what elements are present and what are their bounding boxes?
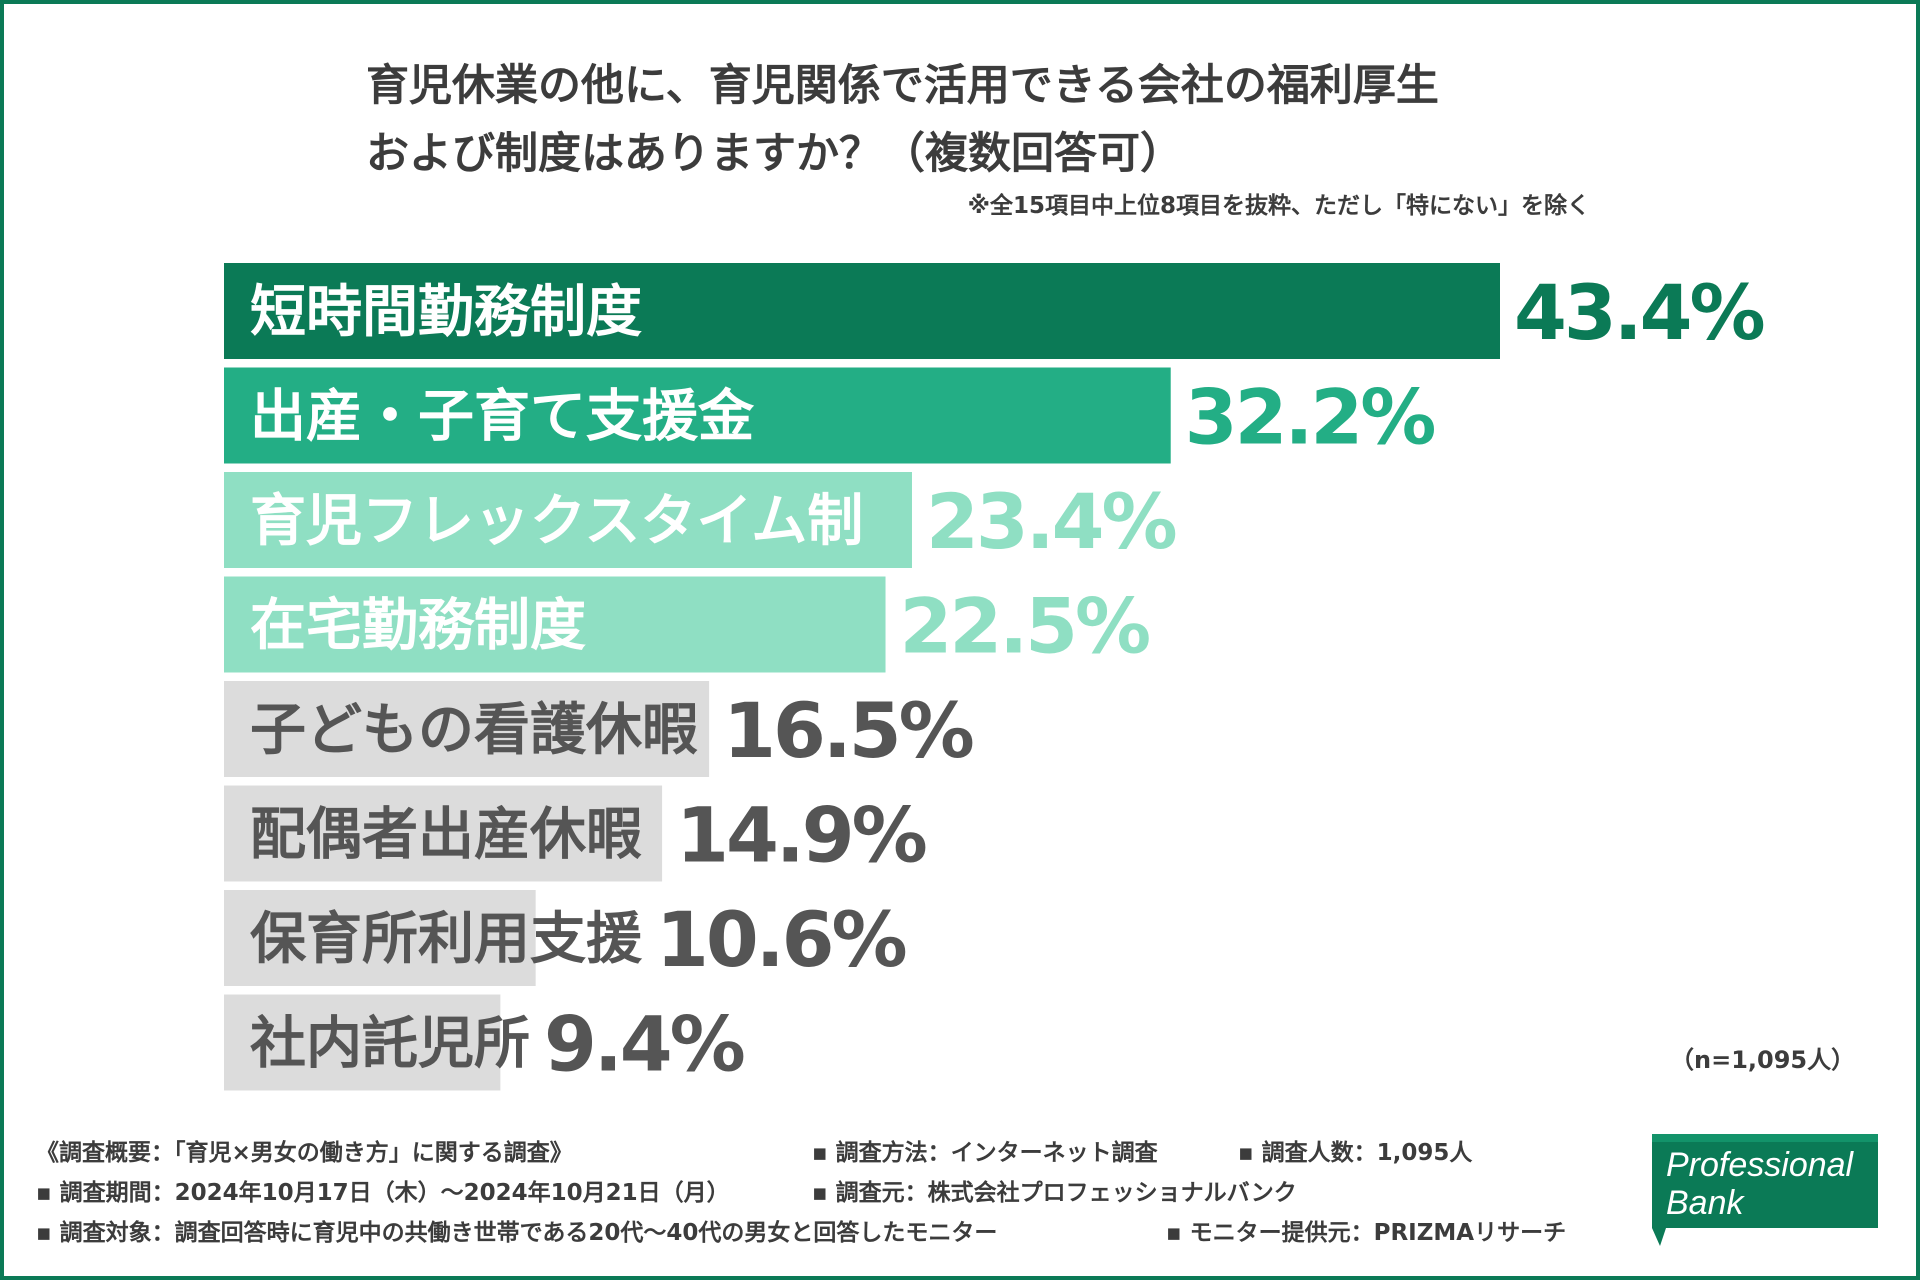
logo-badge-highlight <box>1652 1134 1878 1142</box>
logo-text-line2: Bank <box>1666 1184 1745 1222</box>
footer-period: ▪ 調査期間：2024年10月17日（木）～2024年10月21日（月） <box>36 1180 730 1206</box>
value-label-8: 9.4% <box>544 1000 744 1089</box>
footer-method: ▪ 調査方法：インターネット調査 <box>812 1140 1158 1166</box>
category-label-8: 社内託児所 <box>250 1012 530 1077</box>
footer-count: ▪ 調査人数：1,095人 <box>1238 1140 1473 1166</box>
value-label-3: 23.4% <box>926 477 1176 566</box>
category-label-6: 配偶者出産休暇 <box>250 803 642 868</box>
footer-overview: 《調査概要：「育児×男女の働き方」に関する調査》 <box>36 1140 573 1166</box>
professional-bank-logo: Professional Bank <box>1652 1134 1878 1246</box>
logo-text-line1: Professional <box>1666 1146 1855 1184</box>
bar-7 <box>224 890 536 986</box>
bar-3 <box>224 472 912 568</box>
value-label-5: 16.5% <box>723 686 973 775</box>
bar-6 <box>224 785 663 882</box>
title-line-1: 育児休業の他に、育児関係で活用できる会社の福利厚生 <box>366 61 1439 111</box>
category-label-5: 子どもの看護休暇 <box>250 698 698 763</box>
chart-title: 育児休業の他に、育児関係で活用できる会社の福利厚生 および制度はありますか？（複… <box>366 52 1666 188</box>
bar-2 <box>224 367 1171 464</box>
category-label-1: 短時間勤務制度 <box>250 280 642 345</box>
bar-5 <box>224 681 710 777</box>
category-label-3: 育児フレックスタイム制 <box>250 489 863 554</box>
title-line-2: および制度はありますか？（複数回答可） <box>366 129 1183 179</box>
logo-badge <box>1652 1134 1878 1246</box>
category-label-4: 在宅勤務制度 <box>250 594 586 659</box>
value-label-6: 14.9% <box>676 791 926 880</box>
category-label-7: 保育所利用支援 <box>250 907 643 972</box>
value-label-1: 43.4% <box>1514 268 1764 357</box>
value-label-4: 22.5% <box>900 582 1150 671</box>
category-label-2: 出産・子育て支援金 <box>250 385 755 450</box>
sample-size-label: （n=1,095人） <box>1670 1046 1856 1074</box>
bar-4 <box>224 576 886 673</box>
chart-note: ※全15項目中上位8項目を抜粋、ただし「特にない」を除く <box>967 193 1590 219</box>
bar-1 <box>224 263 1500 359</box>
bar-8 <box>224 994 501 1091</box>
footer-source: ▪ 調査元：株式会社プロフェッショナルバンク <box>812 1180 1297 1206</box>
footer-provider: ▪ モニター提供元：PRIZMAリサーチ <box>1166 1220 1567 1246</box>
value-label-2: 32.2% <box>1185 373 1435 462</box>
value-label-7: 10.6% <box>656 895 906 984</box>
footer-target: ▪ 調査対象：調査回答時に育児中の共働き世帯である20代～40代の男女と回答した… <box>36 1220 998 1246</box>
